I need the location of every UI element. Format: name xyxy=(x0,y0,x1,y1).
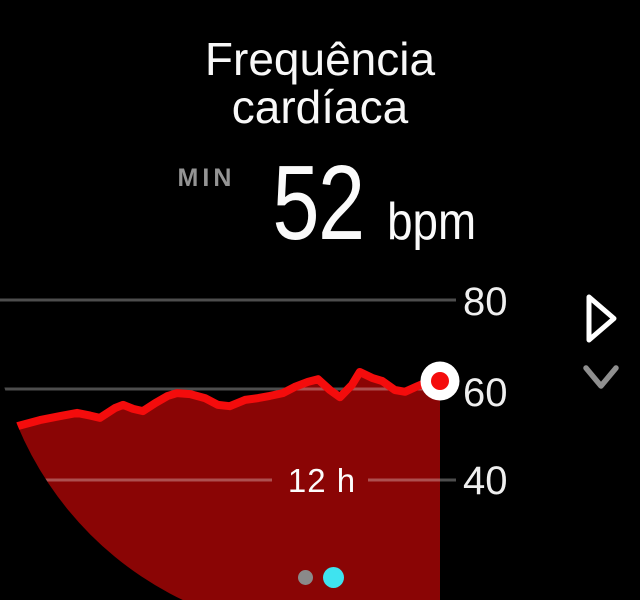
heart-rate-line xyxy=(14,368,444,430)
page-dot-1 xyxy=(298,570,313,585)
page-title-line1: Frequência xyxy=(204,33,436,85)
y-axis-label-80: 80 xyxy=(463,280,508,324)
page-title: Frequência cardíaca xyxy=(0,35,640,131)
stat-label-min: MIN xyxy=(177,164,236,192)
page-dot-2-active xyxy=(323,567,344,588)
page-title-line2: cardíaca xyxy=(231,81,409,133)
stat-unit: bpm xyxy=(387,193,477,251)
gridlines xyxy=(0,298,456,482)
chevron-down-icon[interactable] xyxy=(580,362,622,392)
current-value-marker xyxy=(420,361,460,401)
time-window-label: 12 h xyxy=(287,462,357,499)
min-heart-rate-stat: MIN 52 bpm xyxy=(10,150,640,260)
y-axis-label-40: 40 xyxy=(463,459,508,503)
play-icon[interactable] xyxy=(584,292,620,346)
y-axis-label-60: 60 xyxy=(463,371,508,415)
stat-value: 52 xyxy=(272,144,366,262)
